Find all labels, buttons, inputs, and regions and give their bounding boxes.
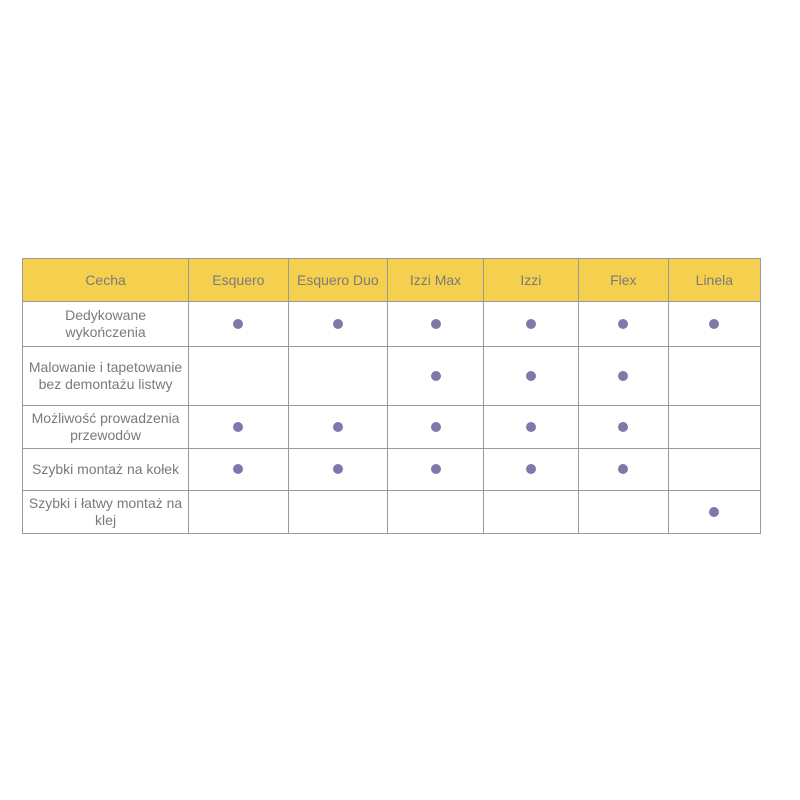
- dot-icon: [430, 421, 441, 432]
- mark-cell: [287, 490, 389, 534]
- mark-cell: [287, 405, 389, 449]
- mark-cell: [667, 448, 762, 491]
- column-header: Esquero: [188, 258, 289, 302]
- column-header: Flex: [577, 258, 669, 302]
- mark-cell: [482, 301, 579, 347]
- dot-icon: [618, 421, 629, 432]
- mark-cell: [667, 490, 762, 534]
- table-row: Malowanie i tapetowanie bez demontażu li…: [21, 346, 762, 406]
- mark-cell: [387, 448, 484, 491]
- dot-icon: [525, 318, 536, 329]
- mark-cell: [188, 346, 289, 406]
- dot-icon: [233, 318, 244, 329]
- mark-cell: [188, 405, 289, 449]
- mark-cell: [287, 346, 389, 406]
- dot-icon: [332, 464, 343, 474]
- mark-cell: [482, 346, 579, 406]
- column-header: Izzi Max: [387, 258, 484, 302]
- dot-icon: [332, 421, 343, 432]
- mark-cell: [188, 448, 289, 491]
- dot-icon: [709, 318, 720, 329]
- header-row: Cecha Esquero Esquero Duo Izzi Max Izzi Flex L…: [21, 258, 762, 302]
- dot-icon: [430, 464, 441, 474]
- mark-cell: [387, 346, 484, 406]
- column-header: Esquero Duo: [287, 258, 389, 302]
- mark-cell: [387, 405, 484, 449]
- table-row: Dedykowane wykończenia: [21, 301, 762, 347]
- table-row: Szybki i łatwy montaż na klej: [21, 490, 762, 534]
- mark-cell: [287, 301, 389, 347]
- mark-cell: [577, 448, 669, 491]
- mark-cell: [577, 405, 669, 449]
- dot-icon: [233, 464, 244, 474]
- feature-cell: Szybki i łatwy montaż na klej: [21, 490, 190, 534]
- mark-cell: [577, 490, 669, 534]
- feature-cell: Malowanie i tapetowanie bez demontażu li…: [21, 346, 190, 406]
- mark-cell: [667, 405, 762, 449]
- mark-cell: [482, 448, 579, 491]
- feature-cell: Szybki montaż na kołek: [21, 448, 190, 491]
- column-header: Linela: [667, 258, 762, 302]
- mark-cell: [482, 490, 579, 534]
- table-row: Szybki montaż na kołek: [21, 448, 762, 491]
- column-header: Cecha: [21, 258, 190, 302]
- feature-cell: Możliwość prowadzenia przewodów: [21, 405, 190, 449]
- dot-icon: [525, 464, 536, 474]
- mark-cell: [387, 301, 484, 347]
- mark-cell: [188, 490, 289, 534]
- comparison-table: Cecha Esquero Esquero Duo Izzi Max Izzi Flex L…: [21, 258, 762, 534]
- dot-icon: [618, 370, 629, 381]
- dot-icon: [525, 421, 536, 432]
- dot-icon: [618, 318, 629, 329]
- column-header: Izzi: [482, 258, 579, 302]
- mark-cell: [387, 490, 484, 534]
- mark-cell: [287, 448, 389, 491]
- dot-icon: [709, 506, 720, 517]
- mark-cell: [482, 405, 579, 449]
- table-row: Możliwość prowadzenia przewodów: [21, 405, 762, 449]
- mark-cell: [577, 346, 669, 406]
- dot-icon: [430, 318, 441, 329]
- feature-cell: Dedykowane wykończenia: [21, 301, 190, 347]
- dot-icon: [233, 421, 244, 432]
- mark-cell: [577, 301, 669, 347]
- dot-icon: [332, 318, 343, 329]
- mark-cell: [667, 346, 762, 406]
- dot-icon: [525, 370, 536, 381]
- mark-cell: [188, 301, 289, 347]
- mark-cell: [667, 301, 762, 347]
- dot-icon: [618, 464, 629, 474]
- dot-icon: [430, 370, 441, 381]
